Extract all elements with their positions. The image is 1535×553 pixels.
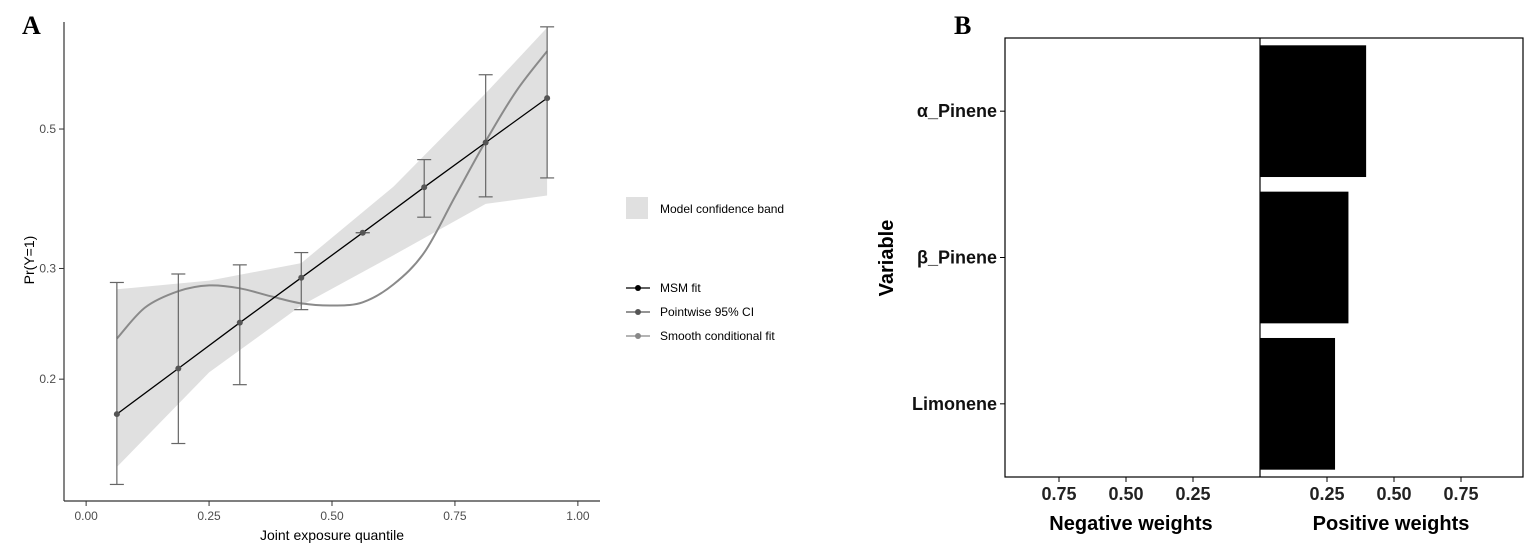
chart-a: 0.00 0.25 0.50 0.75 1.00 0.2 0.3 0.5 Joint expo… <box>21 22 784 543</box>
legend-ci-label: Pointwise 95% CI <box>660 305 754 319</box>
msm-fit-point <box>175 365 182 372</box>
y-axis-title: Pr(Y=1) <box>21 236 37 285</box>
pos-tick-label: 0.75 <box>1443 484 1478 504</box>
msm-fit-point <box>298 274 305 281</box>
pos-tick-label: 0.50 <box>1376 484 1411 504</box>
negative-weights-title: Negative weights <box>1049 513 1212 535</box>
model-confidence-band <box>116 27 548 467</box>
neg-tick-label: 0.50 <box>1108 484 1143 504</box>
msm-fit-point <box>544 95 551 102</box>
msm-fit-line <box>116 97 548 415</box>
y-tick-label: 0.5 <box>39 122 56 136</box>
pos-tick-label: 0.25 <box>1309 484 1344 504</box>
msm-fit-point <box>482 139 489 146</box>
x-tick-label: 1.00 <box>566 509 590 523</box>
legend-band: Model confidence band <box>626 197 784 219</box>
x-tick-label: 0.25 <box>197 509 221 523</box>
msm-fit-point <box>113 411 120 418</box>
category-label: Limonene <box>912 394 997 414</box>
msm-fit-point <box>359 229 366 236</box>
chart-b: α_Pinene β_Pinene Limonene 0.75 0.50 0.25 0.25… <box>876 37 1524 535</box>
b-tick-layer: α_Pinene β_Pinene Limonene 0.75 0.50 0.25 0.25… <box>912 101 1479 504</box>
category-label: β_Pinene <box>917 248 997 268</box>
variable-axis-title: Variable <box>876 220 898 297</box>
legend-band-swatch <box>626 197 648 219</box>
legend-msm-point <box>635 285 641 291</box>
x-tick-label: 0.00 <box>74 509 98 523</box>
y-tick-label: 0.2 <box>39 372 56 386</box>
panel-label-a: A <box>22 11 41 40</box>
weight-bar <box>1260 45 1367 178</box>
x-axis-title: Joint exposure quantile <box>260 527 404 543</box>
legend-lines: MSM fit Pointwise 95% CI Smooth conditio… <box>626 281 775 343</box>
weight-bar <box>1260 191 1349 324</box>
x-tick-label: 0.75 <box>443 509 467 523</box>
ci-layer <box>109 26 555 486</box>
neg-tick-label: 0.25 <box>1175 484 1210 504</box>
panel-label-b: B <box>954 11 971 40</box>
weight-bar <box>1260 337 1336 470</box>
smooth-fit-layer <box>116 50 548 340</box>
legend-ci-point <box>635 309 641 315</box>
positive-weights-title: Positive weights <box>1313 513 1470 535</box>
category-label: α_Pinene <box>917 101 997 121</box>
legend-band-label: Model confidence band <box>660 202 784 216</box>
bar-layer <box>1260 45 1367 470</box>
legend-msm-label: MSM fit <box>660 281 701 295</box>
msm-fit-point <box>236 319 243 326</box>
x-tick-label: 0.50 <box>320 509 344 523</box>
neg-tick-label: 0.75 <box>1041 484 1076 504</box>
msm-fit-point <box>421 184 428 191</box>
msm-fit-layer <box>113 95 551 418</box>
smooth-conditional-fit-line <box>116 50 548 340</box>
legend-smooth-label: Smooth conditional fit <box>660 329 775 343</box>
y-tick-label: 0.3 <box>39 261 56 275</box>
legend-smooth-point <box>635 333 641 339</box>
confidence-band-layer <box>116 27 548 467</box>
tick-layer: 0.00 0.25 0.50 0.75 1.00 0.2 0.3 0.5 <box>39 122 590 523</box>
